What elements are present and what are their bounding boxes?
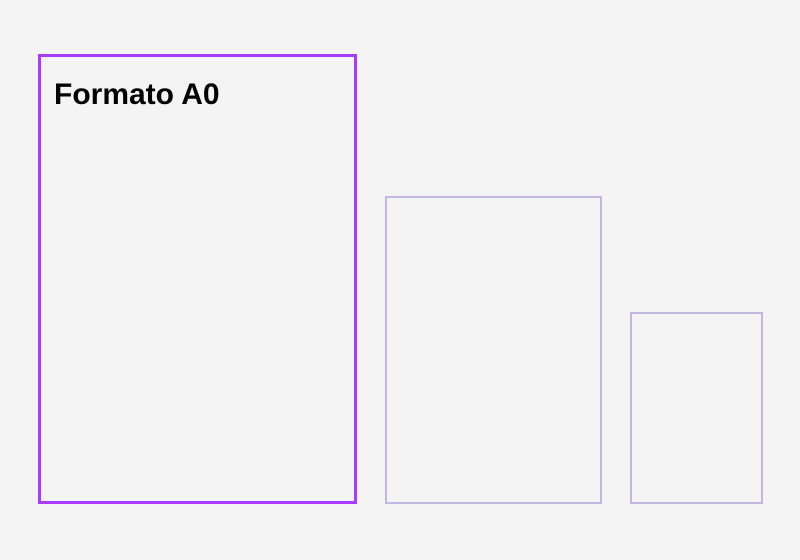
format-box-a0 bbox=[38, 54, 357, 504]
format-box-a1 bbox=[385, 196, 602, 504]
format-label-a0: Formato A0 bbox=[54, 78, 220, 112]
format-box-a2 bbox=[630, 312, 763, 504]
